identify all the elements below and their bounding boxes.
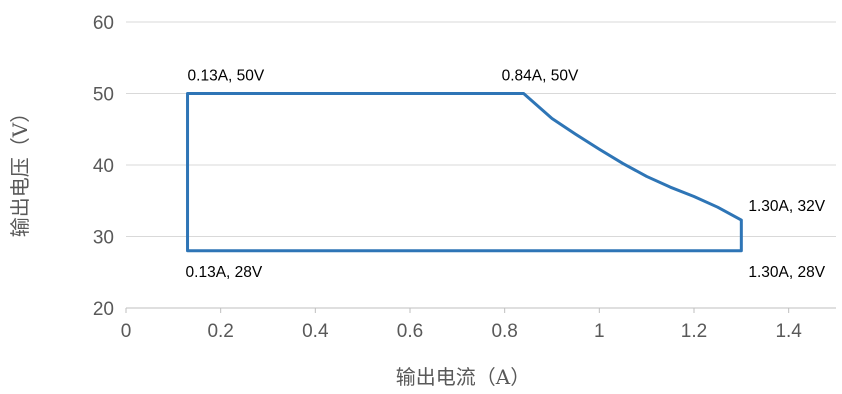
y-tick-label: 60 bbox=[93, 13, 114, 34]
y-axis-title: 输出电压（V） bbox=[8, 103, 32, 237]
series-layer bbox=[186, 92, 743, 253]
x-tick-label: 0 bbox=[121, 321, 132, 342]
point-annotation: 0.13A, 28V bbox=[186, 264, 263, 281]
x-tick-label: 1.2 bbox=[681, 321, 707, 342]
x-axis-title: 输出电流（A） bbox=[396, 365, 530, 389]
y-tick-label: 50 bbox=[93, 85, 114, 106]
x-tick-label: 0.4 bbox=[302, 321, 329, 342]
annotation-layer: 0.13A, 50V 0.84A, 50V 1.30A, 32V 0.13A, 28V… bbox=[186, 68, 826, 281]
x-tick-label: 1.4 bbox=[775, 321, 802, 342]
axis-layer: 20 30 40 50 60 0 0.2 0.4 0.6 0.8 1 1.2 1.4 bbox=[93, 13, 836, 342]
y-tick-label: 20 bbox=[93, 299, 114, 320]
y-tick-label: 40 bbox=[93, 156, 114, 177]
y-tick-label: 30 bbox=[93, 228, 114, 249]
x-tick-label: 1 bbox=[594, 321, 605, 342]
point-annotation: 1.30A, 32V bbox=[748, 198, 825, 215]
point-annotation: 0.13A, 50V bbox=[188, 68, 265, 85]
point-annotation: 0.84A, 50V bbox=[502, 68, 579, 85]
x-tick-label: 0.8 bbox=[491, 321, 517, 342]
grid-layer bbox=[126, 21, 836, 237]
x-tick-label: 0.2 bbox=[207, 321, 233, 342]
series-line bbox=[186, 92, 743, 253]
label-layer: 输出电流（A） 输出电压（V） bbox=[8, 103, 530, 389]
x-tick-label: 0.6 bbox=[397, 321, 423, 342]
point-annotation: 1.30A, 28V bbox=[748, 264, 825, 281]
